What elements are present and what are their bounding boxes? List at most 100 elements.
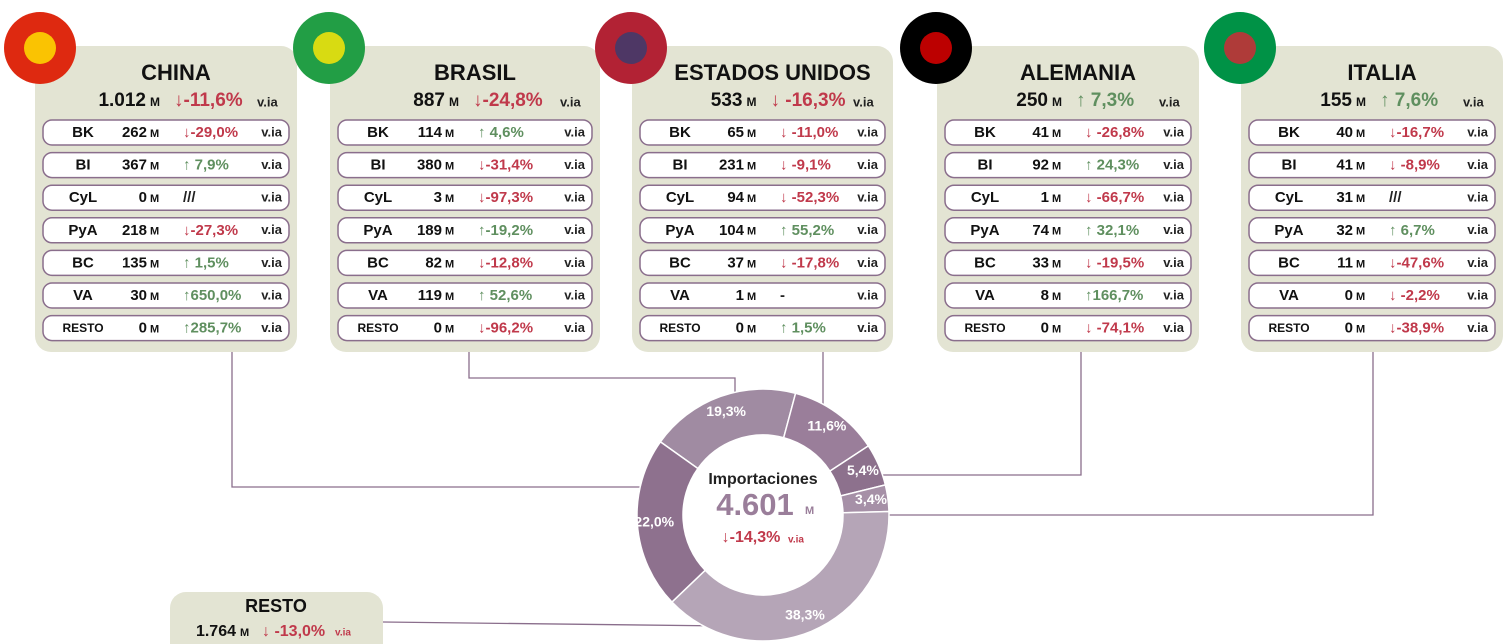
unit: M — [1052, 226, 1061, 238]
row-value: 367 — [122, 157, 147, 174]
unit: M — [445, 291, 454, 303]
row-change: ↓ -2,2% — [1389, 287, 1440, 304]
row-category: CyL — [364, 189, 392, 206]
row-value: 74 — [1032, 222, 1049, 239]
row-value: 41 — [1032, 124, 1049, 141]
row-category: BI — [76, 157, 91, 174]
row-change: ↓-97,3% — [478, 189, 533, 206]
unit: M — [445, 161, 454, 173]
unit: M — [1356, 95, 1366, 109]
flag-detail — [615, 32, 647, 64]
row-category: VA — [975, 287, 995, 304]
row-value: 3 — [434, 189, 442, 206]
row-change: ↓ -74,1% — [1085, 320, 1144, 337]
resto-total: 1.764 — [196, 623, 236, 640]
flag-detail — [24, 32, 56, 64]
row-value: 41 — [1336, 157, 1353, 174]
row-category: BK — [1278, 124, 1300, 141]
row-box — [42, 249, 290, 277]
vs-label: v.ia — [261, 124, 282, 139]
row-change: ↓ -9,1% — [780, 157, 831, 174]
vs-label: v.ia — [564, 255, 585, 270]
country-change: ↑ 7,6% — [1380, 90, 1438, 111]
unit: M — [445, 226, 454, 238]
resto-name: RESTO — [245, 596, 307, 616]
connectors — [231, 340, 1374, 627]
slice-label: 5,4% — [847, 462, 879, 478]
vs-label: v.ia — [1467, 157, 1488, 172]
row-box — [944, 184, 1192, 211]
flag-detail — [313, 32, 345, 64]
vs-label: v.ia — [1159, 94, 1180, 109]
vs-label: v.ia — [257, 94, 278, 109]
unit: M — [1356, 128, 1365, 140]
vs-label: v.ia — [1467, 255, 1488, 270]
vs-label: v.ia — [564, 124, 585, 139]
row-change: ↓-12,8% — [478, 254, 533, 271]
row-value: 0 — [1345, 287, 1353, 304]
row-change: ↑ 24,3% — [1085, 157, 1139, 174]
slice-label: 11,6% — [807, 417, 846, 433]
card-bg — [170, 592, 383, 644]
row-box — [944, 249, 1192, 277]
row-value: 231 — [719, 157, 744, 174]
unit: M — [1356, 324, 1365, 336]
row-box — [1248, 184, 1496, 211]
unit: M — [747, 324, 756, 336]
vs-label: v.ia — [564, 287, 585, 302]
row-value: 11 — [1337, 254, 1353, 271]
row-box — [944, 314, 1192, 342]
vs-label: v.ia — [1467, 124, 1488, 139]
country-change: ↓-24,8% — [473, 90, 543, 111]
row-category: BC — [1278, 254, 1300, 271]
row-box — [944, 217, 1192, 244]
row-box — [1248, 151, 1496, 179]
row-value: 0 — [1345, 320, 1353, 337]
unit: M — [150, 193, 159, 205]
vs-label: v.ia — [1163, 157, 1184, 172]
center-change: ↓-14,3% — [722, 529, 781, 546]
vs-label: v.ia — [261, 190, 282, 205]
row-box — [337, 249, 593, 277]
row-category: CyL — [1275, 189, 1303, 206]
country-name: ALEMANIA — [1020, 60, 1136, 85]
country-total: 887 — [413, 90, 445, 111]
row-change: ↓ -66,7% — [1085, 189, 1144, 206]
row-category: BC — [72, 254, 94, 271]
unit: M — [805, 505, 814, 517]
unit: M — [747, 95, 757, 109]
row-change: ↓ -8,9% — [1389, 157, 1440, 174]
unit: M — [747, 291, 756, 303]
vs-label: v.ia — [560, 94, 581, 109]
donut-slice — [636, 440, 707, 604]
unit: M — [150, 95, 160, 109]
row-category: BI — [1282, 157, 1297, 174]
row-category: PyA — [665, 222, 694, 239]
row-box — [639, 151, 886, 179]
row-category: VA — [73, 287, 93, 304]
unit: M — [1052, 128, 1061, 140]
row-change: - — [780, 287, 785, 304]
row-category: RESTO — [62, 321, 103, 335]
row-change: ↑ 4,6% — [478, 124, 524, 141]
row-value: 1 — [736, 287, 744, 304]
row-value: 37 — [727, 254, 744, 271]
unit: M — [1356, 193, 1365, 205]
row-box — [337, 119, 593, 146]
row-change: ↑ 7,9% — [183, 157, 229, 174]
row-value: 0 — [434, 320, 442, 337]
row-box — [1248, 217, 1496, 244]
row-category: BC — [367, 254, 389, 271]
unit: M — [150, 161, 159, 173]
unit: M — [150, 324, 159, 336]
row-box — [944, 151, 1192, 179]
unit: M — [1356, 258, 1365, 270]
vs-label: v.ia — [564, 157, 585, 172]
country-total: 533 — [711, 90, 743, 111]
row-change: ↑ 1,5% — [780, 320, 826, 337]
unit: M — [1356, 161, 1365, 173]
